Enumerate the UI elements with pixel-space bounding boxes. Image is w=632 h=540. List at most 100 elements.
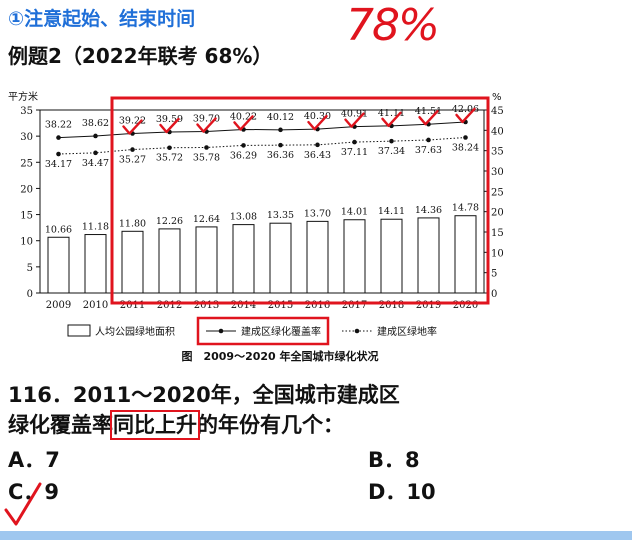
- x-tick-label: 2015: [268, 300, 293, 311]
- right-axis-tick-label: 0: [491, 289, 497, 300]
- right-axis-tick-label: 45: [491, 106, 504, 117]
- coverage-line: [58, 121, 466, 139]
- coverage-data-label: 41.11: [378, 108, 405, 119]
- annotation-box-legend: [196, 316, 330, 346]
- bar-data-label: 14.36: [415, 205, 442, 216]
- coverage-point: [93, 133, 98, 139]
- coverage-point: [56, 135, 61, 140]
- bar: [306, 220, 329, 294]
- question-line-2-start: 绿化覆盖率: [8, 413, 113, 437]
- bar: [269, 222, 292, 294]
- greening-chart: 0 5 10 15 20 25 30 35 0 5 10 15 20 25 30 35 40 45 平方米 % 2009…: [8, 90, 504, 363]
- left-axis-tick-label: 5: [27, 263, 33, 274]
- bar-data-label: 10.66: [45, 224, 72, 235]
- highlighted-phrase: 同比上升: [110, 410, 200, 440]
- green-rate-data-label: 36.43: [304, 150, 331, 161]
- green-rate-data-label: 35.27: [119, 155, 146, 166]
- green-rate-data-label: 35.72: [156, 153, 183, 164]
- green-rate-data-label: 37.63: [415, 145, 442, 156]
- green-rate-point: [315, 142, 320, 148]
- bar: [84, 234, 107, 294]
- green-rate-point: [204, 145, 209, 150]
- green-rate-point: [352, 139, 357, 145]
- left-axis-tick-label: 30: [20, 132, 33, 143]
- option-d[interactable]: D．10: [368, 480, 436, 504]
- bar-data-label: 14.01: [341, 207, 368, 218]
- bar-data-label: 14.11: [378, 206, 405, 217]
- handwritten-check-icon: [159, 117, 180, 134]
- green-rate-data-label: 37.34: [378, 146, 405, 157]
- green-rate-line: [58, 136, 466, 155]
- right-axis-tick-label: 25: [491, 187, 504, 198]
- x-tick-label: 2017: [342, 300, 367, 311]
- handwritten-check-icon: [122, 119, 143, 135]
- green-rate-data-label: 37.11: [341, 147, 368, 158]
- question-text: 116．2011～2020年，全国城市建成区 绿化覆盖率同比上升的年份有几个：: [8, 380, 400, 440]
- handwritten-check-icon: [307, 114, 328, 131]
- section-heading: ①注意起始、结束时间: [8, 8, 196, 30]
- green-rate-data-label: 38.24: [452, 142, 479, 153]
- bar-data-label: 11.80: [119, 218, 146, 229]
- bar-data-label: 13.70: [304, 208, 331, 219]
- handwritten-note: 78%: [346, 0, 440, 51]
- green-rate-point: [278, 142, 283, 148]
- coverage-data-label: 40.22: [230, 111, 257, 122]
- handwritten-check-icon: [455, 107, 476, 124]
- legend-coverage-label: 建成区绿化覆盖率: [241, 325, 321, 338]
- bar-data-label: 11.18: [82, 222, 109, 233]
- bar-data-label: 13.35: [267, 210, 294, 221]
- x-tick-label: 2012: [157, 300, 182, 311]
- coverage-data-label: 39.70: [193, 114, 220, 125]
- green-rate-data-label: 34.47: [82, 158, 109, 169]
- handwritten-check-icon: [196, 117, 217, 133]
- coverage-data-label: 39.22: [119, 116, 146, 127]
- bar: [232, 224, 255, 294]
- right-axis-tick-label: 30: [491, 167, 504, 178]
- left-axis-tick-label: 35: [20, 106, 33, 117]
- bar: [195, 226, 218, 294]
- question-line-2-end: 的年份有几个：: [197, 413, 344, 437]
- x-tick-label: 2013: [194, 300, 219, 311]
- handwritten-check-icon: [381, 111, 402, 128]
- green-rate-point: [463, 135, 468, 140]
- handwritten-check-icon: [418, 109, 439, 126]
- handwritten-check-icon: [344, 112, 365, 128]
- green-rate-point: [389, 138, 394, 144]
- coverage-data-label: 40.12: [267, 112, 294, 123]
- left-axis-tick-label: 0: [27, 289, 33, 300]
- x-tick-label: 2009: [46, 300, 71, 311]
- x-tick-label: 2014: [231, 300, 256, 311]
- right-axis-unit: %: [492, 92, 502, 103]
- left-axis-unit: 平方米: [8, 90, 38, 103]
- green-rate-point: [241, 143, 246, 148]
- bar: [417, 217, 440, 294]
- right-axis-tick-label: 20: [491, 208, 504, 219]
- bar: [343, 219, 366, 294]
- right-axis-tick-label: 35: [491, 147, 504, 158]
- legend-green-rate-label: 建成区绿地率: [377, 325, 437, 338]
- right-axis-tick-label: 10: [491, 248, 504, 259]
- green-rate-data-label: 36.29: [230, 150, 257, 161]
- green-rate-point: [56, 151, 61, 157]
- plot-frame: [39, 109, 485, 294]
- x-tick-label: 2011: [120, 300, 145, 311]
- option-b[interactable]: B．8: [368, 448, 420, 472]
- bottom-bar: [0, 531, 632, 540]
- bar-data-label: 12.64: [193, 214, 220, 225]
- x-tick-label: 2019: [416, 300, 441, 311]
- coverage-data-label: 38.62: [82, 118, 109, 129]
- coverage-data-label: 42.06: [452, 104, 479, 115]
- bar: [121, 230, 144, 294]
- left-axis-tick-label: 15: [20, 211, 33, 222]
- bar: [47, 236, 70, 294]
- question-line-1: 116．2011～2020年，全国城市建成区: [8, 383, 400, 407]
- handwritten-check-icon: [4, 482, 42, 526]
- bar-data-label: 12.26: [156, 216, 183, 227]
- green-rate-data-label: 36.36: [267, 150, 294, 161]
- x-tick-label: 2010: [83, 300, 108, 311]
- legend-green-rate-marker: [354, 328, 360, 334]
- legend-bar-swatch: [67, 324, 91, 337]
- option-a[interactable]: A．7: [8, 448, 60, 472]
- bar-data-label: 14.78: [452, 203, 479, 214]
- left-axis-tick-label: 25: [20, 158, 33, 169]
